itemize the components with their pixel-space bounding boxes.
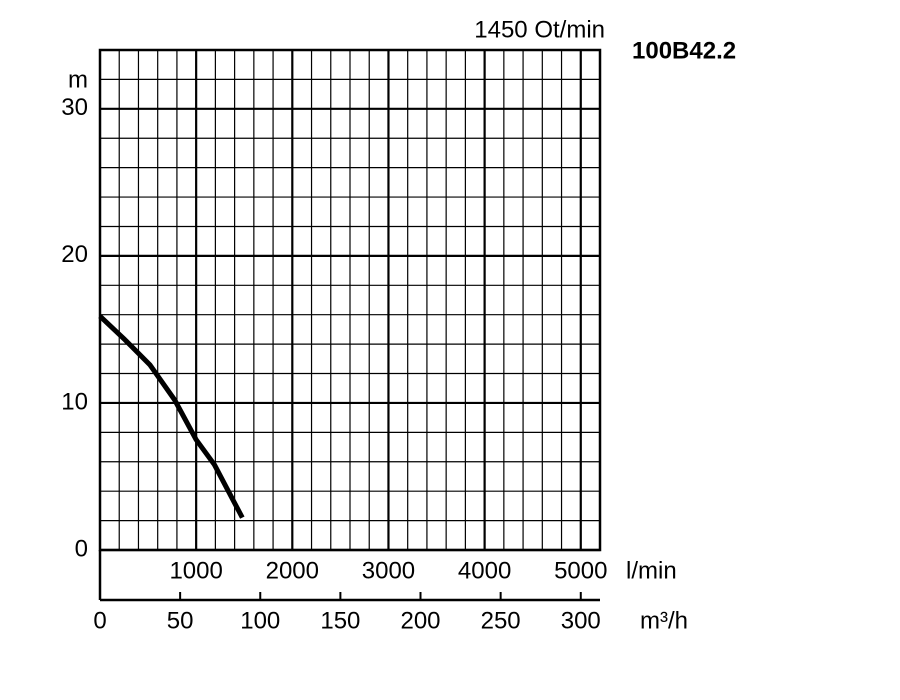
- x2-tick-label: 50: [167, 607, 194, 634]
- y-tick-label: 30: [61, 94, 88, 121]
- y-tick-label: 10: [61, 388, 88, 415]
- x-tick-label: 1000: [169, 557, 222, 584]
- x2-tick-label: 0: [93, 607, 106, 634]
- x-axis-label: l/min: [626, 557, 677, 584]
- y-axis-label: m: [68, 66, 88, 93]
- x2-tick-label: 250: [481, 607, 521, 634]
- plot-frame: [98, 48, 602, 552]
- x2-tick-label: 200: [400, 607, 440, 634]
- chart-title: 1450 Ot/min: [474, 16, 605, 43]
- x-tick-label: 3000: [362, 557, 415, 584]
- curve: [98, 314, 245, 519]
- x-tick-label: 2000: [266, 557, 319, 584]
- x2-tick-label: 100: [240, 607, 280, 634]
- x2-tick-label: 150: [320, 607, 360, 634]
- x-tick-label: 4000: [458, 557, 511, 584]
- model-label: 100B42.2: [632, 37, 736, 64]
- x-tick-label: 5000: [554, 557, 607, 584]
- x2-axis-label: m³/h: [640, 607, 688, 634]
- y-tick-label: 20: [61, 241, 88, 268]
- x2-tick-label: 300: [561, 607, 601, 634]
- y-tick-label: 0: [75, 535, 88, 562]
